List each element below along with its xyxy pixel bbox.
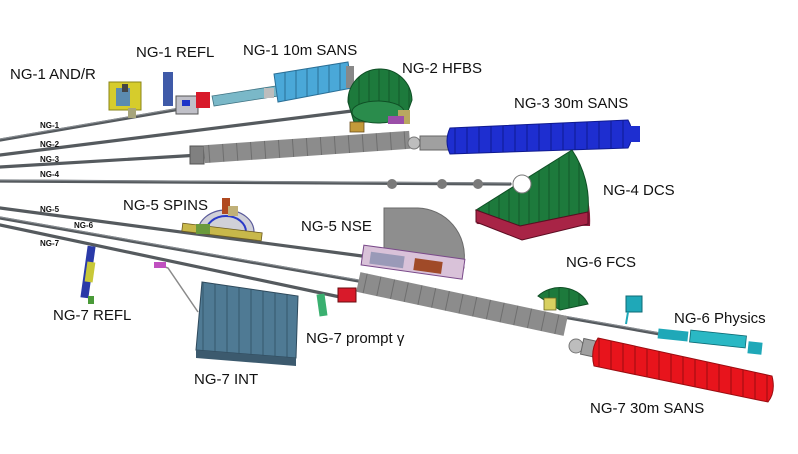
guide-labels: NG-1 NG-2 NG-3 NG-4 NG-5 NG-6 NG-7 — [40, 121, 94, 248]
guide-label-ng6: NG-6 — [74, 221, 94, 230]
guide-label-ng5: NG-5 — [40, 205, 60, 214]
ng7-prompt-gamma-instrument — [316, 287, 357, 317]
ng1-sans-instrument — [211, 61, 354, 107]
label-ng6-fcs: NG-6 FCS — [566, 254, 636, 271]
label-ng3-sans: NG-3 30m SANS — [514, 95, 628, 112]
ng3-sans-instrument — [189, 119, 640, 165]
ng6-fcs-instrument — [537, 287, 589, 311]
guide-label-ng2: NG-2 — [40, 140, 60, 149]
ng7-int-instrument — [154, 262, 299, 366]
label-ng7-int: NG-7 INT — [194, 371, 258, 388]
label-ng1-refl: NG-1 REFL — [136, 44, 214, 61]
ng4-dcs-instrument — [387, 149, 591, 241]
ng7-refl-instrument — [80, 245, 96, 304]
guide-ng7 — [0, 223, 342, 299]
ng5-nse-instrument — [360, 207, 466, 280]
ng5-spins-instrument — [181, 198, 263, 242]
label-ng7-sans: NG-7 30m SANS — [590, 400, 704, 417]
guide-ng4 — [0, 179, 512, 186]
label-ng7-prompt-gamma: NG-7 prompt γ — [306, 330, 405, 347]
instrument-labels: NG-1 AND/R NG-1 REFL NG-1 10m SANS NG-2 … — [10, 42, 766, 417]
ng7-sans-instrument — [356, 272, 774, 403]
guide-label-ng1: NG-1 — [40, 121, 60, 130]
ng1-refl-instrument — [163, 72, 210, 115]
label-ng2-hfbs: NG-2 HFBS — [402, 60, 482, 77]
guide-label-ng4: NG-4 — [40, 170, 60, 179]
label-ng1-sans: NG-1 10m SANS — [243, 42, 357, 59]
ng1-andr-instrument — [108, 81, 142, 118]
guide-ng1 — [0, 107, 182, 142]
label-ng4-dcs: NG-4 DCS — [603, 182, 675, 199]
guide-label-ng7: NG-7 — [40, 239, 60, 248]
guide-label-ng3: NG-3 — [40, 155, 60, 164]
guide-ng2 — [0, 108, 362, 157]
label-ng1-andr: NG-1 AND/R — [10, 66, 96, 83]
label-ng5-nse: NG-5 NSE — [301, 218, 372, 235]
label-ng7-refl: NG-7 REFL — [53, 307, 131, 324]
guide-ng3 — [0, 153, 202, 169]
ng6-physics-instrument — [625, 295, 763, 355]
label-ng6-physics: NG-6 Physics — [674, 310, 766, 327]
ng2-hfbs-instrument — [347, 68, 413, 133]
guide-ng5 — [0, 206, 364, 258]
label-ng5-spins: NG-5 SPINS — [123, 197, 208, 214]
